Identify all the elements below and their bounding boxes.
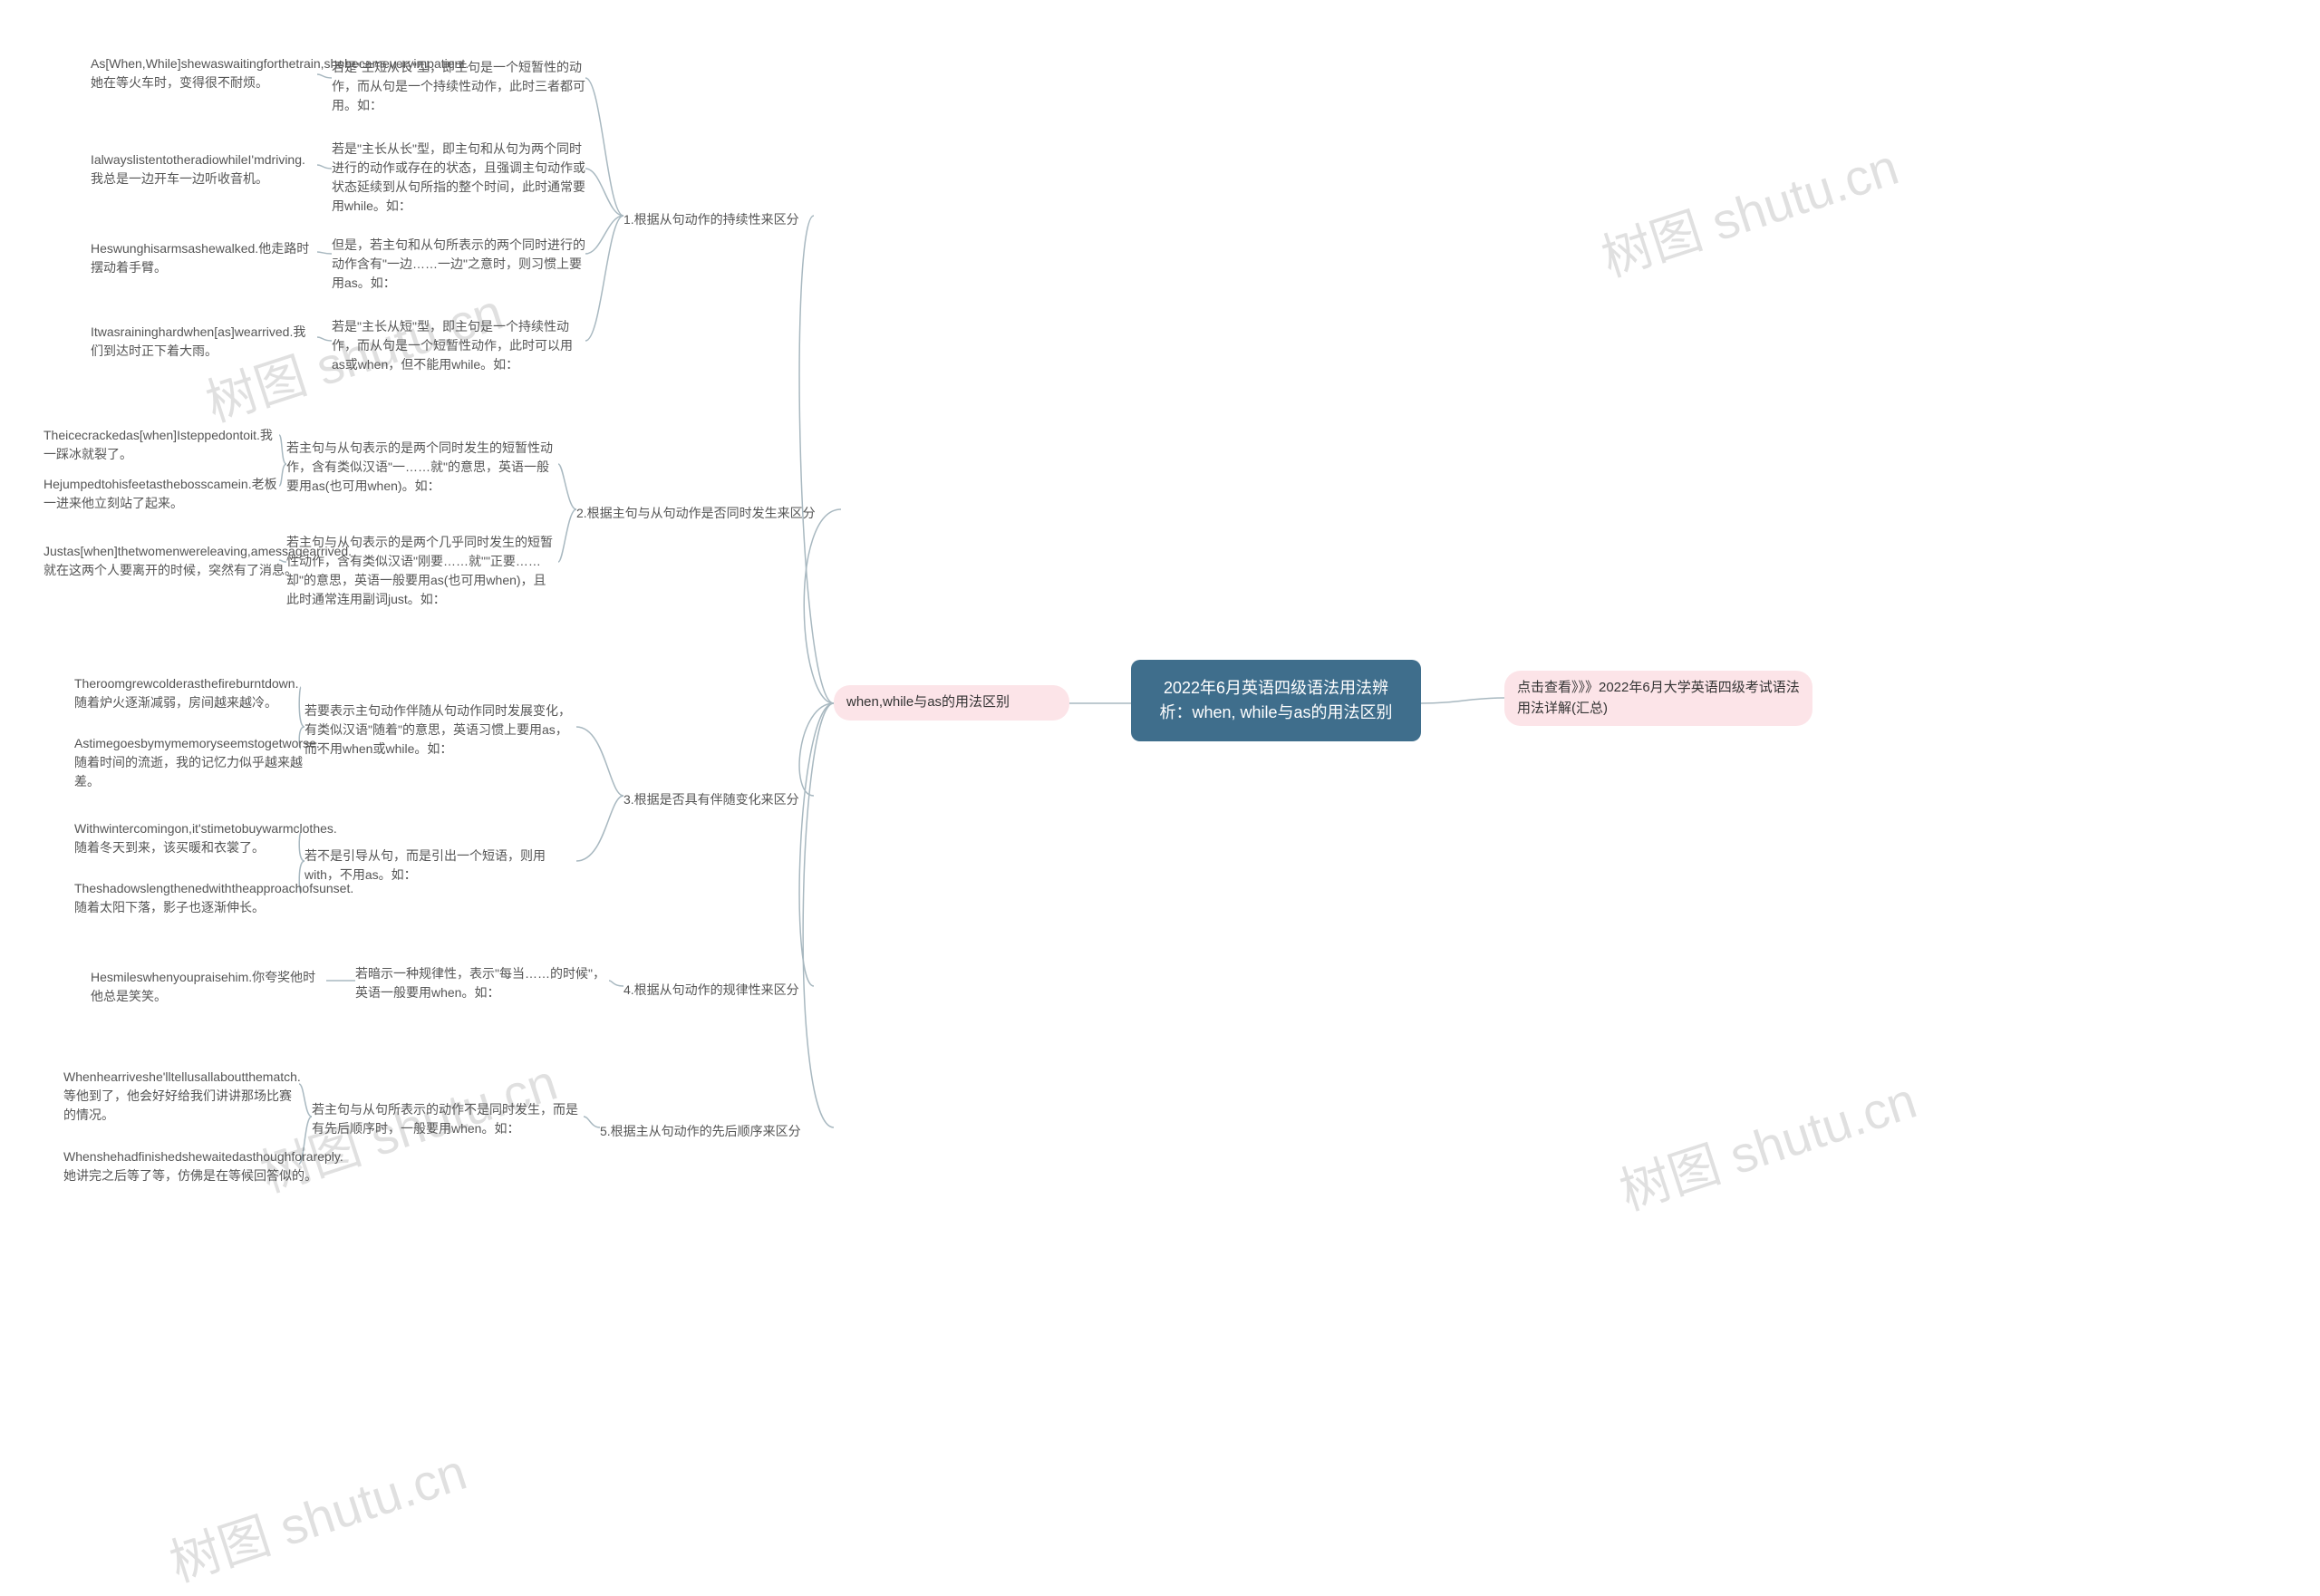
desc-node: 若主句与从句表示的是两个同时发生的短暂性动作，含有类似汉语"一……就"的意思，英… [286, 435, 558, 499]
section-label[interactable]: 1.根据从句动作的持续性来区分 [624, 207, 799, 233]
left-hub-node[interactable]: when,while与as的用法区别 [834, 685, 1069, 721]
example-node: Astimegoesbymymemoryseemstogetworse.随着时间… [74, 730, 301, 795]
example-node: Justas[when]thetwomenwereleaving,amessag… [44, 538, 279, 584]
example-node: Hesmileswhenyoupraisehim.你夸奖他时他总是笑笑。 [91, 964, 326, 1010]
desc-node: 但是，若主句和从句所表示的两个同时进行的动作含有"一边……一边"之意时，则习惯上… [332, 232, 585, 296]
section-label[interactable]: 3.根据是否具有伴随变化来区分 [624, 787, 799, 813]
example-node: Theshadowslengthenedwiththeapproachofsun… [74, 875, 301, 921]
watermark: 树图 shutu.cn [1610, 1060, 1925, 1225]
desc-node: 若暗示一种规律性，表示"每当……的时候"，英语一般要用when。如： [355, 961, 609, 1006]
example-node: Hejumpedtohisfeetasthebosscamein.老板一进来他立… [44, 471, 279, 517]
desc-node: 若是"主长从长"型，即主句和从句为两个同时进行的动作或存在的状态，且强调主句动作… [332, 136, 585, 219]
section-label[interactable]: 2.根据主句与从句动作是否同时发生来区分 [576, 500, 816, 527]
watermark: 树图 shutu.cn [1591, 127, 1907, 292]
example-node: Theicecrackedas[when]Isteppedontoit.我一踩冰… [44, 422, 279, 468]
right-link-node[interactable]: 点击查看》》》2022年6月大学英语四级考试语法用法详解(汇总) [1504, 671, 1812, 726]
example-node: Itwasraininghardwhen[as]wearrived.我们到达时正… [91, 319, 317, 364]
section-label[interactable]: 4.根据从句动作的规律性来区分 [624, 977, 799, 1003]
desc-node: 若要表示主句动作伴随从句动作同时发展变化，有类似汉语"随着"的意思，英语习惯上要… [304, 698, 576, 762]
watermark: 树图 shutu.cn [160, 1432, 475, 1596]
root-node[interactable]: 2022年6月英语四级语法用法辨析：when, while与as的用法区别 [1131, 660, 1421, 741]
desc-node: 若是"主长从短"型，即主句是一个持续性动作，而从句是一个短暂性动作，此时可以用a… [332, 314, 585, 378]
section-label[interactable]: 5.根据主从句动作的先后顺序来区分 [600, 1118, 801, 1145]
desc-node: 若主句与从句所表示的动作不是同时发生，而是有先后顺序时，一般要用when。如： [312, 1097, 584, 1142]
example-node: As[When,While]shewaswaitingforthetrain,s… [91, 51, 317, 96]
example-node: Whenhearriveshe'lltellusallaboutthematch… [63, 1064, 299, 1128]
example-node: Withwintercomingon,it'stimetobuywarmclot… [74, 816, 301, 861]
example-node: IalwayslistentotheradiowhileI'mdriving.我… [91, 147, 317, 192]
example-node: Heswunghisarmsashewalked.他走路时摆动着手臂。 [91, 236, 317, 281]
example-node: Whenshehadfinishedshewaitedasthoughforar… [63, 1144, 299, 1189]
example-node: Theroomgrewcolderasthefireburntdown.随着炉火… [74, 671, 301, 716]
